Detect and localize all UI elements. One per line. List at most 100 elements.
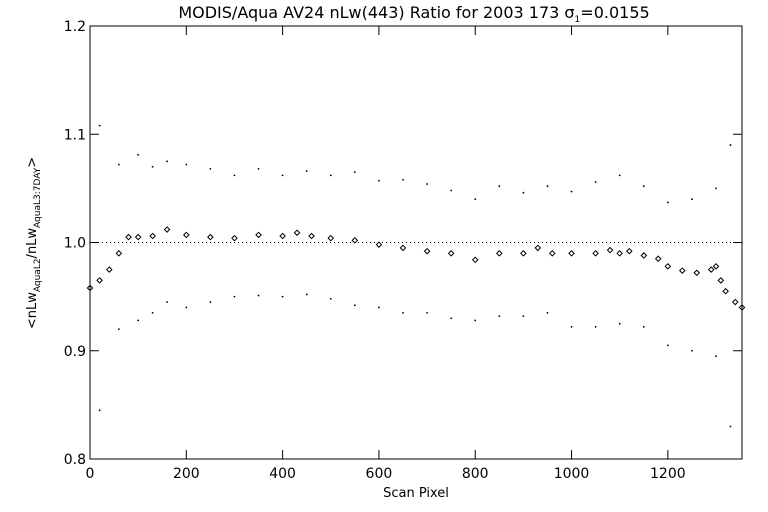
y-tick-label: 1.2 <box>64 19 86 35</box>
data-point <box>183 231 190 239</box>
data-point <box>257 294 260 297</box>
data-point <box>729 425 732 428</box>
data-point <box>86 284 94 292</box>
chart-title: MODIS/Aqua AV24 nLw(443) Ratio for 2003 … <box>178 3 649 25</box>
data-point <box>693 269 701 277</box>
data-point <box>185 163 188 166</box>
data-point <box>495 250 503 257</box>
data-point <box>137 319 140 322</box>
y-tick-label: 1.0 <box>64 236 86 252</box>
data-point <box>378 306 380 309</box>
data-point <box>474 198 477 201</box>
data-point <box>399 244 407 252</box>
data-point <box>423 247 431 255</box>
data-point <box>546 185 549 188</box>
data-point <box>233 295 236 298</box>
data-point <box>281 174 284 177</box>
data-point <box>117 163 120 166</box>
data-point <box>592 250 599 257</box>
data-point <box>447 250 455 257</box>
x-tick-label: 0 <box>86 466 95 482</box>
data-point <box>570 326 573 328</box>
data-point <box>640 252 648 259</box>
data-point <box>209 301 212 303</box>
data-point <box>98 409 101 412</box>
data-point <box>98 124 101 127</box>
data-point <box>96 277 103 284</box>
data-point <box>642 326 645 328</box>
data-point <box>548 250 556 257</box>
data-point <box>117 328 120 330</box>
data-point <box>691 349 693 352</box>
data-point <box>654 255 662 263</box>
x-tick-label: 600 <box>366 466 393 482</box>
y-tick-label: 1.1 <box>64 127 86 143</box>
data-point <box>209 167 212 170</box>
data-point <box>231 234 238 242</box>
data-point <box>308 232 315 240</box>
data-point <box>305 170 308 172</box>
data-point <box>738 304 746 311</box>
data-point <box>375 241 383 248</box>
data-point <box>498 185 501 188</box>
data-point <box>402 311 404 314</box>
data-point <box>166 160 168 163</box>
data-point <box>207 233 214 241</box>
series-2 <box>98 293 732 428</box>
series-1 <box>98 124 732 204</box>
data-point <box>522 315 525 318</box>
data-point <box>329 297 332 300</box>
data-point <box>353 304 356 307</box>
data-point <box>402 178 404 181</box>
data-point <box>185 306 188 309</box>
plot-frame <box>89 25 743 460</box>
data-point <box>474 319 477 322</box>
data-point <box>163 226 171 233</box>
data-point <box>233 174 236 177</box>
series-0 <box>86 226 746 311</box>
data-point <box>666 201 669 204</box>
data-point <box>520 250 527 257</box>
data-point <box>707 266 715 273</box>
data-point <box>722 287 729 295</box>
data-point <box>594 180 597 183</box>
data-point <box>293 229 301 237</box>
y-axis-label: <nLwAquaL2/nLwAquaL3:7DAY> <box>25 157 43 329</box>
data-point <box>281 295 284 298</box>
data-point <box>378 179 380 182</box>
data-point <box>115 250 123 257</box>
x-axis-label: Scan Pixel <box>383 486 449 501</box>
data-point <box>426 183 428 185</box>
data-point <box>137 153 140 156</box>
data-point <box>678 267 686 274</box>
x-tick-label: 1000 <box>554 466 590 482</box>
data-point <box>257 167 260 170</box>
data-point <box>715 355 717 358</box>
data-point <box>353 171 356 174</box>
data-point <box>105 266 113 273</box>
data-point <box>149 232 156 240</box>
data-point <box>534 244 542 252</box>
data-point <box>450 317 453 320</box>
data-point <box>570 190 573 193</box>
data-point <box>305 293 308 296</box>
data-point <box>450 189 453 192</box>
data-point <box>351 237 359 244</box>
data-point <box>426 311 428 314</box>
data-point <box>664 263 672 270</box>
data-point <box>546 311 549 314</box>
data-point <box>642 185 645 188</box>
data-point <box>125 233 132 241</box>
data-point <box>729 144 732 146</box>
x-tick-label: 800 <box>462 466 489 482</box>
data-point <box>715 187 717 190</box>
x-tick-label: 1200 <box>650 466 686 482</box>
data-point <box>731 298 739 306</box>
data-point <box>616 250 623 257</box>
data-point <box>594 326 597 328</box>
y-tick-label: 0.9 <box>64 344 86 360</box>
data-point <box>329 174 332 177</box>
data-point <box>151 311 154 314</box>
data-point <box>618 322 621 325</box>
